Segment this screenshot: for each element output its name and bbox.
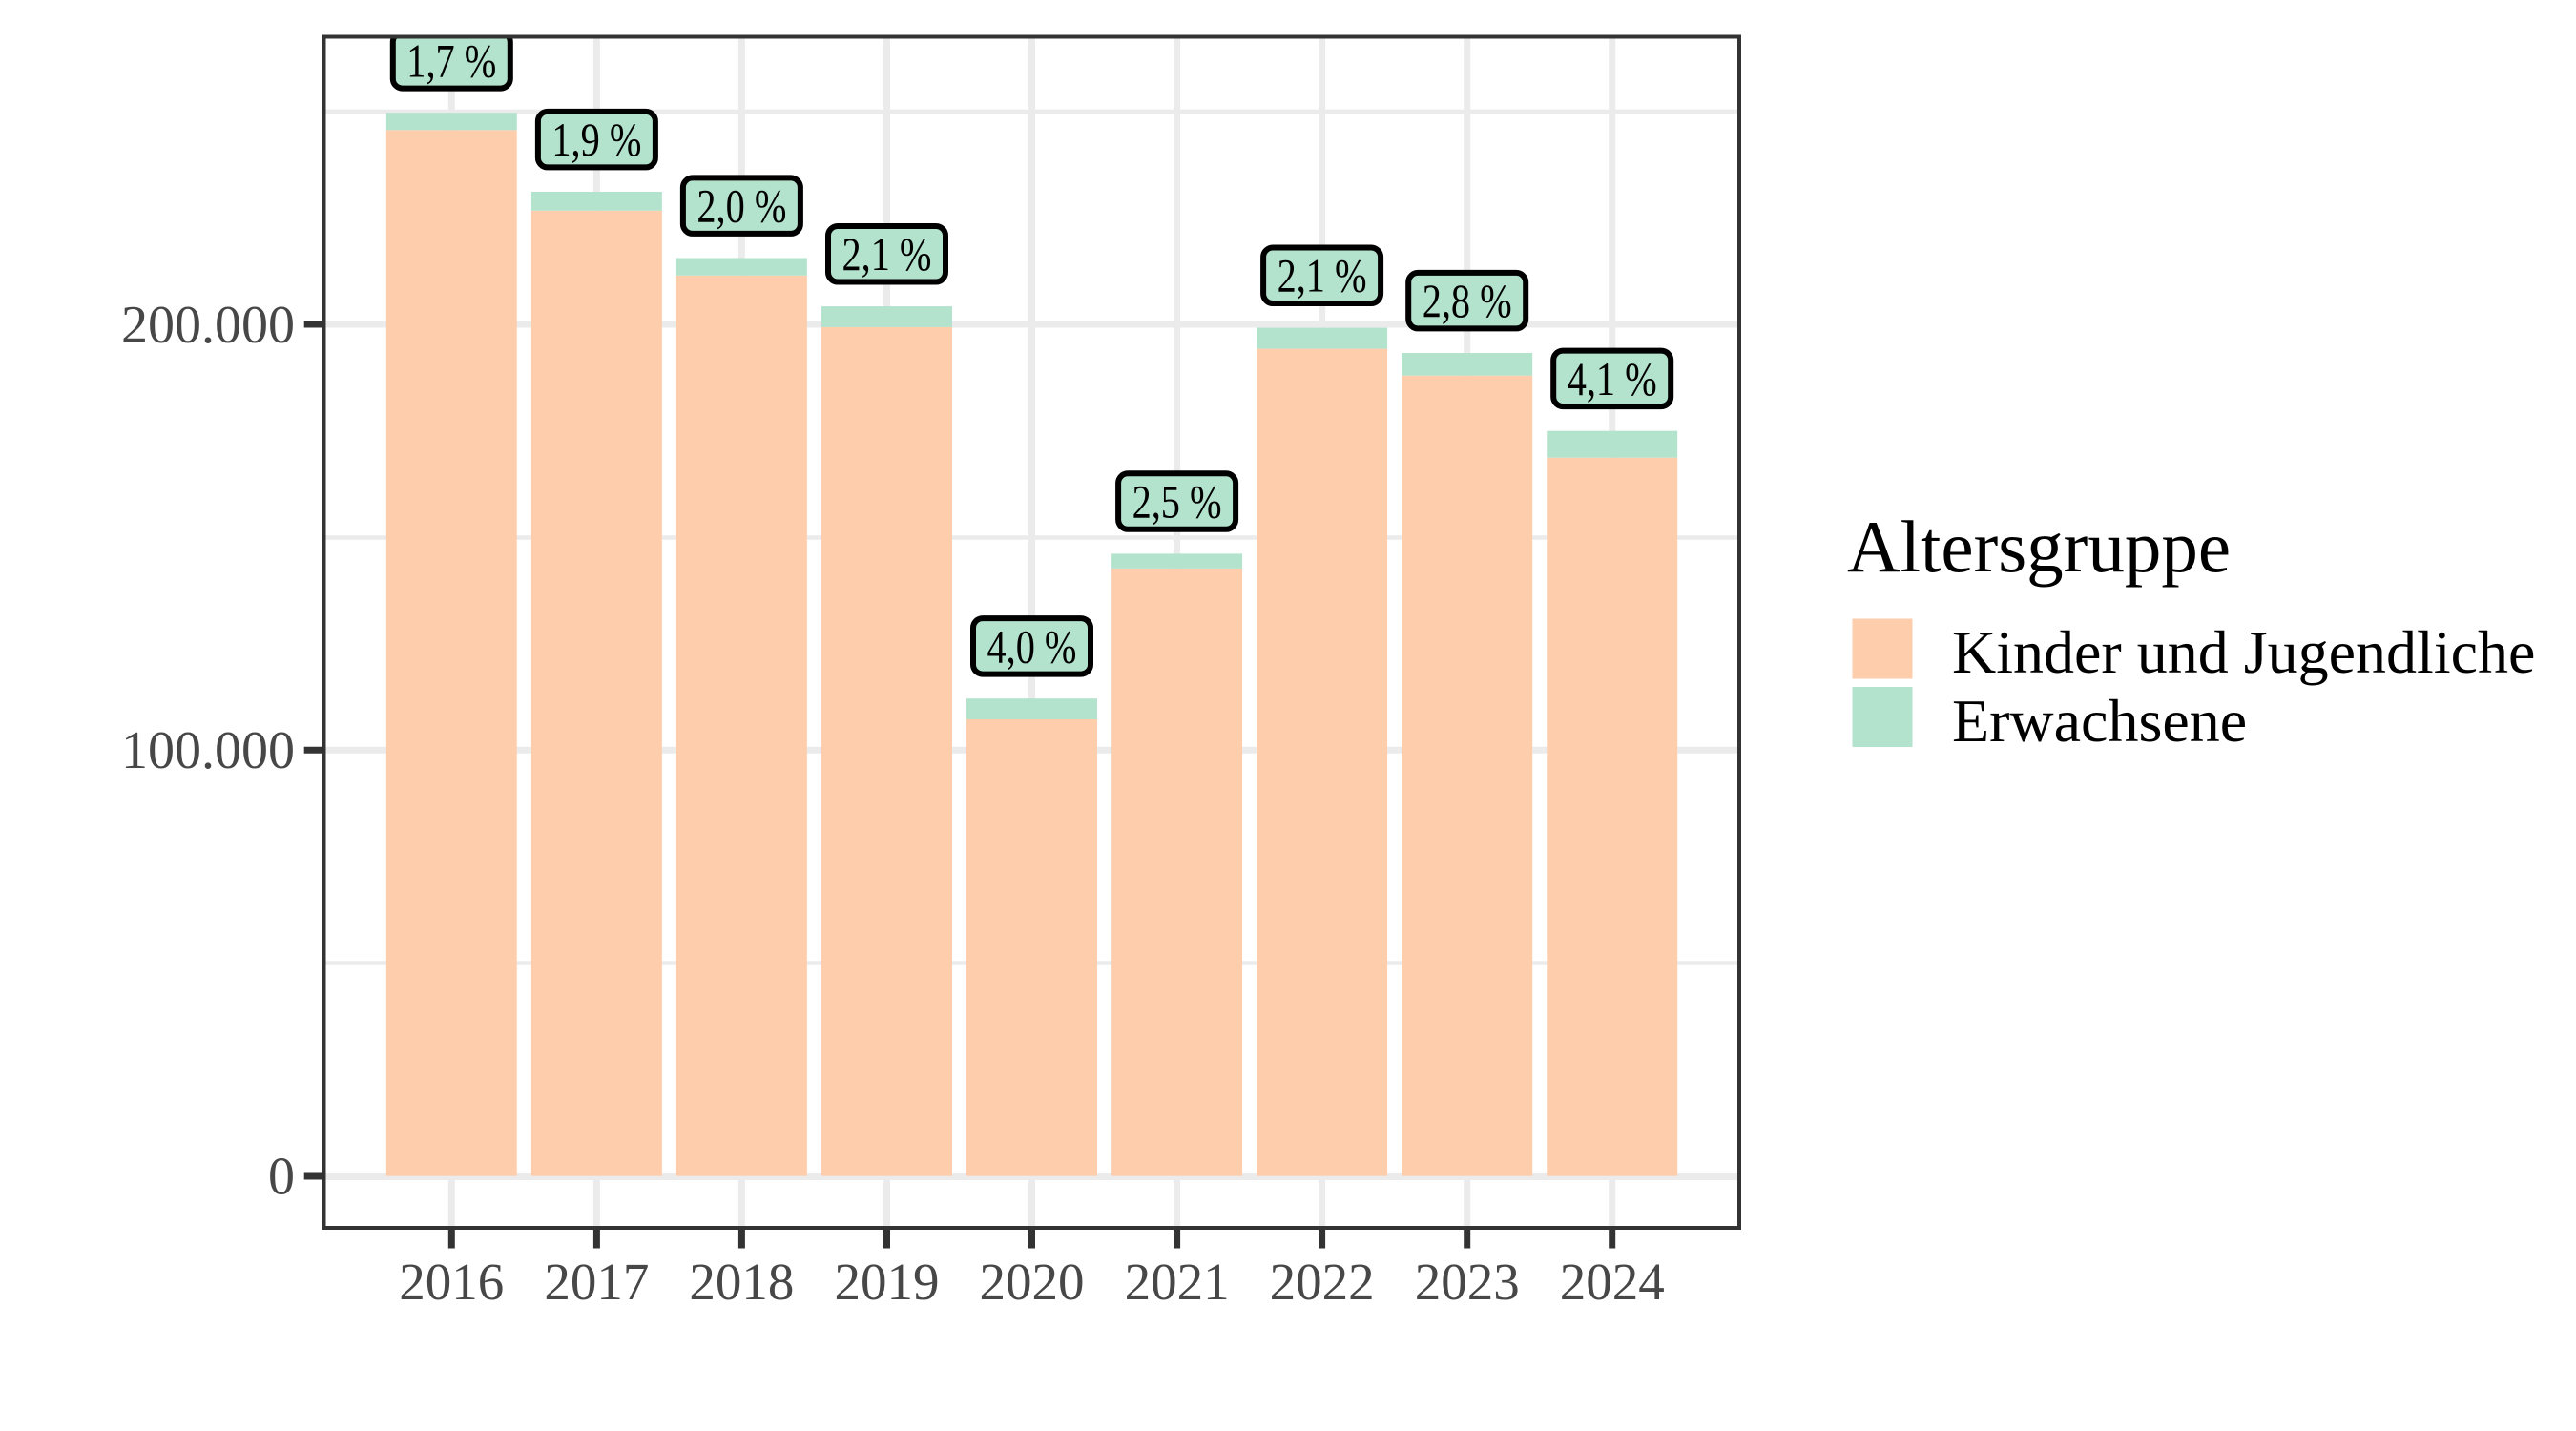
svg-text:Altersgruppe: Altersgruppe — [1847, 506, 2231, 588]
svg-text:2,8 %: 2,8 % — [1423, 274, 1512, 327]
svg-text:Erwachsene: Erwachsene — [1952, 687, 2247, 755]
svg-text:4,1 %: 4,1 % — [1568, 352, 1657, 405]
svg-text:2021: 2021 — [1125, 1253, 1230, 1311]
svg-text:2022: 2022 — [1270, 1253, 1375, 1311]
svg-text:2,0 %: 2,0 % — [696, 179, 786, 233]
svg-text:1,7 %: 1,7 % — [406, 33, 496, 87]
svg-text:2016: 2016 — [399, 1253, 504, 1311]
svg-text:2,1 %: 2,1 % — [1278, 249, 1367, 302]
svg-text:2020: 2020 — [980, 1253, 1085, 1311]
svg-text:2018: 2018 — [689, 1253, 794, 1311]
svg-text:2,1 %: 2,1 % — [842, 227, 932, 280]
svg-text:2,5 %: 2,5 % — [1132, 475, 1222, 529]
svg-text:4,0 %: 4,0 % — [987, 619, 1077, 673]
svg-text:200.000: 200.000 — [121, 296, 295, 355]
svg-text:2024: 2024 — [1560, 1253, 1665, 1311]
svg-text:2023: 2023 — [1415, 1253, 1520, 1311]
svg-text:2019: 2019 — [835, 1253, 940, 1311]
svg-text:0: 0 — [268, 1148, 295, 1207]
svg-text:1,9 %: 1,9 % — [551, 113, 641, 166]
svg-text:2017: 2017 — [544, 1253, 649, 1311]
svg-text:100.000: 100.000 — [121, 721, 295, 780]
svg-text:Kinder und Jugendliche: Kinder und Jugendliche — [1952, 618, 2535, 686]
